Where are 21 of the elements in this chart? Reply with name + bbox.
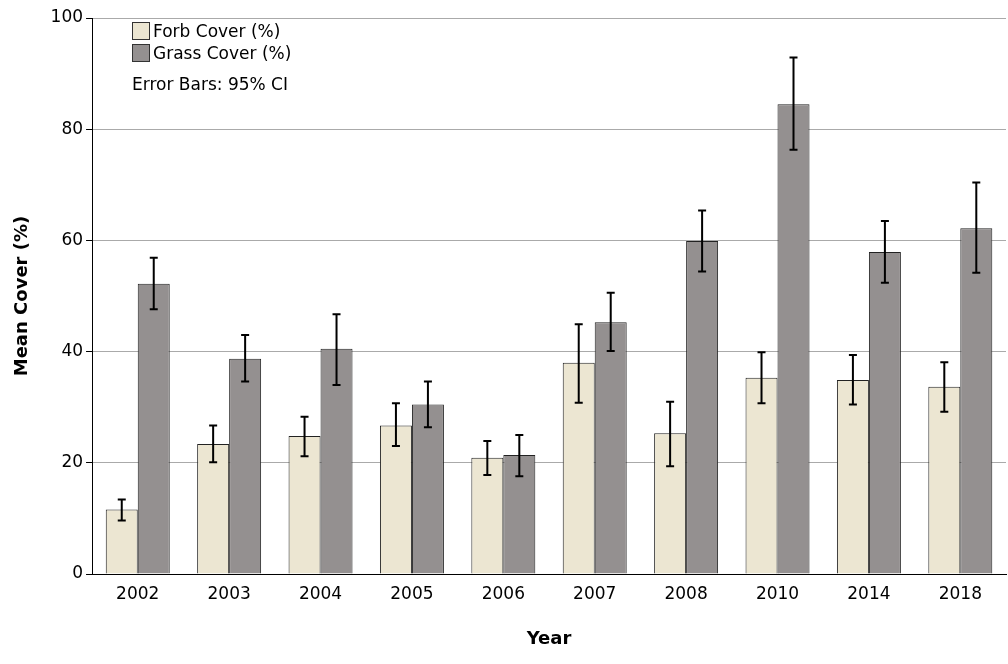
y-tick-label: 80 xyxy=(61,117,84,138)
y-tick-label: 40 xyxy=(61,340,84,361)
x-tick-label: 2010 xyxy=(755,582,800,603)
y-tick-label: 0 xyxy=(72,562,84,583)
annotation: Error Bars: 95% CI xyxy=(132,74,288,94)
x-tick-label: 2014 xyxy=(847,582,891,603)
x-tick-label: 2002 xyxy=(116,582,160,603)
x-tick-label: 2007 xyxy=(573,582,617,603)
x-tick-label: 2008 xyxy=(664,582,708,603)
legend-label: Grass Cover (%) xyxy=(153,43,292,63)
x-axis-title: Year xyxy=(525,626,572,648)
x-tick-label: 2006 xyxy=(481,582,525,603)
x-tick-label: 2004 xyxy=(298,582,343,603)
x-tick-label: 2003 xyxy=(207,582,251,603)
y-axis-title: Mean Cover (%) xyxy=(10,215,32,377)
y-tick-label: 60 xyxy=(61,228,84,249)
x-tick-label: 2005 xyxy=(390,582,434,603)
y-tick-label: 20 xyxy=(61,451,84,472)
y-tick-label: 100 xyxy=(50,6,84,27)
legend-label: Forb Cover (%) xyxy=(153,21,281,41)
x-tick-label: 2018 xyxy=(938,582,982,603)
